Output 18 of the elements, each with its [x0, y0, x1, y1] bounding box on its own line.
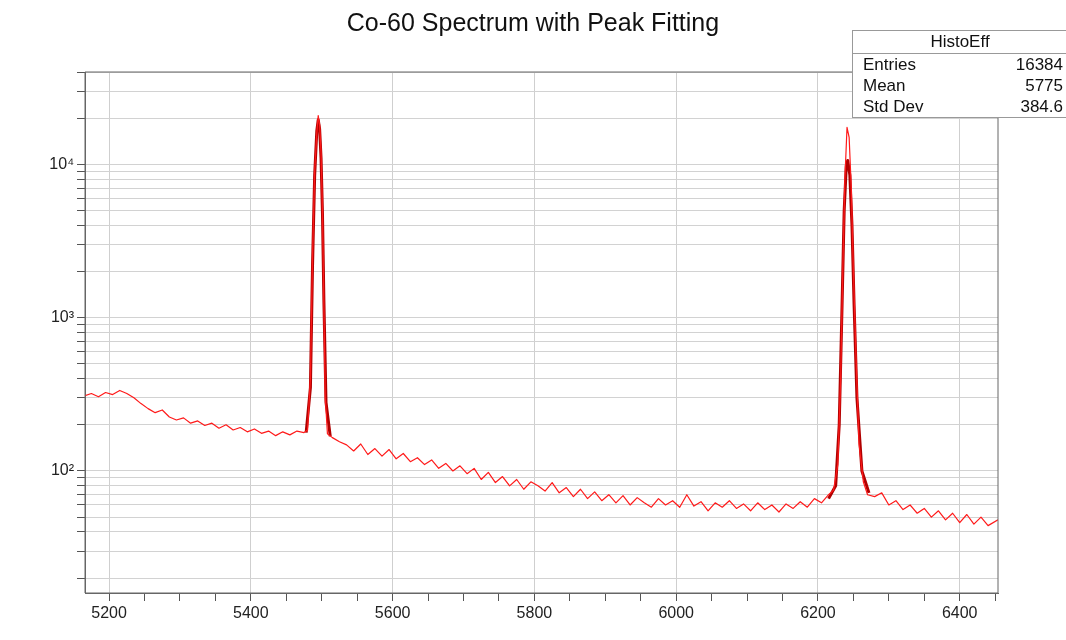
- x-tick-label: 5800: [516, 604, 553, 622]
- y-tick-label: 10⁴: [49, 154, 75, 172]
- x-tick-label: 5400: [233, 604, 269, 622]
- x-tick-label: 5600: [374, 604, 411, 622]
- text: 5775: [1025, 75, 1063, 96]
- text: HistoEff: [853, 31, 1066, 54]
- annotation: Mean: [863, 75, 906, 96]
- x-tick-label: 6200: [800, 604, 836, 622]
- annotation: Entries: [863, 54, 916, 75]
- text: 16384: [1015, 54, 1063, 75]
- y-tick-label: 10²: [50, 461, 75, 479]
- x-tick-label: 6000: [658, 604, 695, 622]
- x-tick-label: 6400: [941, 604, 978, 622]
- annotation: Std Dev: [863, 96, 924, 117]
- text: 384.6: [1020, 96, 1063, 117]
- y-tick-label: 10³: [50, 308, 75, 326]
- chart-title: Co-60 Spectrum with Peak Fitting: [346, 8, 720, 36]
- x-tick-label: 5200: [91, 604, 127, 622]
